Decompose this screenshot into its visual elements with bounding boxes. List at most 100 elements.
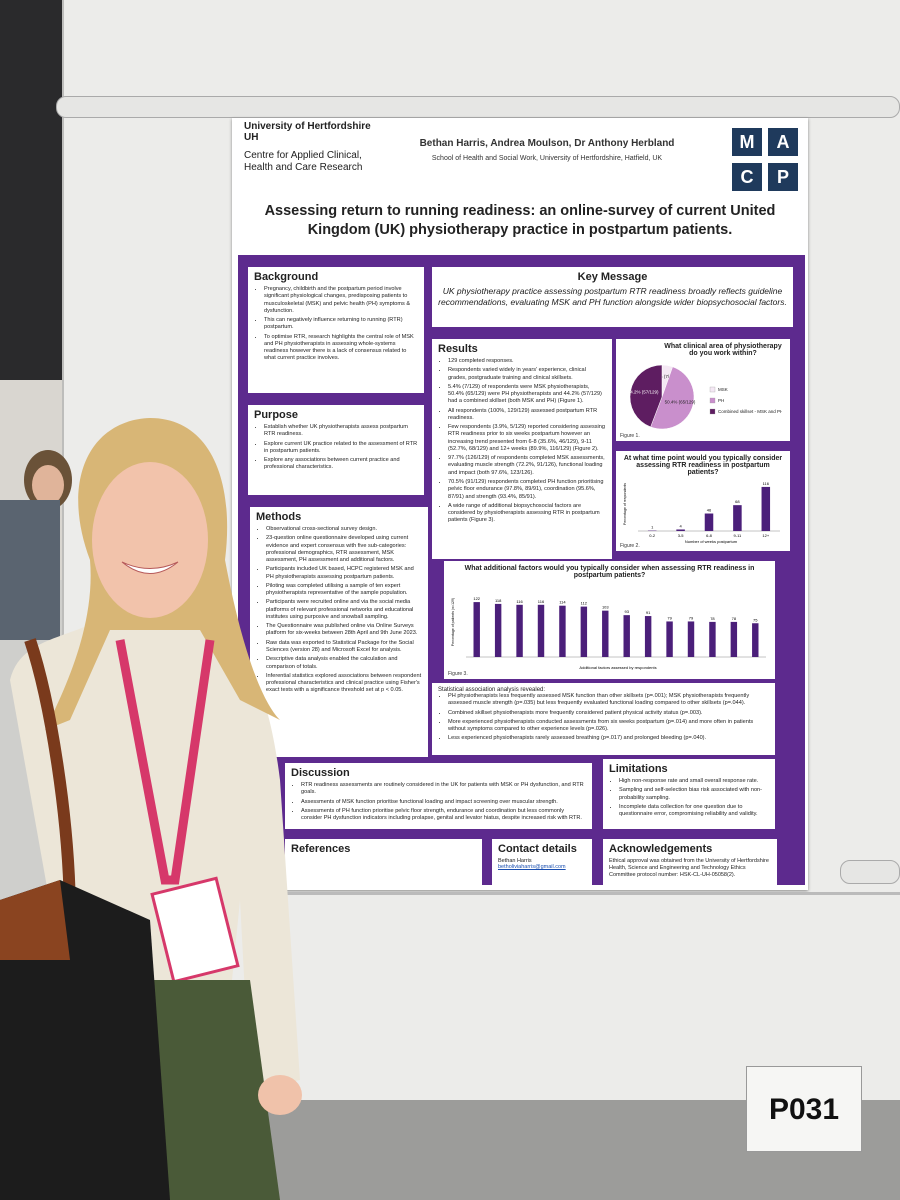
pie-slice (650, 366, 695, 430)
bullet-list: 129 completed responses. Respondents vari… (438, 358, 606, 525)
bar (602, 610, 609, 657)
logo-letter: P (768, 163, 798, 191)
face (92, 462, 208, 618)
bullet: RTR readiness assessments are routinely … (301, 782, 586, 797)
data-label: 103 (602, 605, 609, 610)
bag-trim (0, 880, 70, 960)
heading: Methods (256, 511, 302, 523)
figure: What clinical area of physiotherapy do y… (616, 339, 790, 441)
data-label: 5.4% (7/129) (652, 374, 678, 379)
section: Limitations High non-response rate and sm… (603, 759, 775, 829)
board-edge (62, 892, 900, 895)
legend-label: Combined skillset - MSK and PH (718, 409, 782, 414)
bullet: A wide range of additional biopsychosoci… (448, 503, 606, 525)
bar (580, 606, 588, 657)
legend-label: PH (718, 398, 724, 403)
board-label: P031 (746, 1066, 862, 1152)
y-axis-title: Percentage of respondents (623, 483, 627, 525)
bar-chart: Percentage of respondents Number of weeks… (623, 481, 780, 544)
data-label: 78 (732, 616, 737, 621)
bullet-list: High non-response rate and small overall… (609, 778, 769, 818)
bullet: Assessments of MSK function prioritise f… (301, 799, 586, 806)
bar (473, 602, 480, 657)
heading: Results (438, 343, 478, 355)
legend-swatch (709, 386, 716, 393)
bullet: Descriptive data analysis enabled the ca… (266, 656, 422, 671)
section: Purpose Establish whether UK physiotherap… (248, 405, 424, 495)
bar-chart: Percentage of patients (n=129) Additional… (451, 596, 766, 670)
bullet: 97.7% (126/129) of respondents completed… (448, 455, 606, 477)
references: References (285, 839, 482, 885)
legend-label: MSK (718, 387, 728, 392)
acknowledgements-text: Ethical approval was obtained from the U… (609, 858, 769, 878)
section: Discussion RTR readiness assessments are … (285, 763, 592, 829)
acknowledgements: Acknowledgements Ethical approval was ob… (603, 839, 777, 885)
bullet: Incomplete data collection for one quest… (619, 804, 769, 819)
badge (150, 876, 240, 984)
bullet: High non-response rate and small overall… (619, 778, 769, 785)
rail (840, 860, 900, 884)
section: Methods Observational cross-sectional sur… (250, 507, 428, 757)
heading: Acknowledgements (609, 843, 713, 855)
bullet: Few respondents (3.9%, 5/129) reported c… (448, 424, 606, 453)
data-label: 1 (651, 525, 654, 530)
data-label: 116 (516, 599, 523, 604)
university: University of Hertfordshire UH (244, 121, 371, 143)
bullet-list: Establish whether UK physiotherapists as… (254, 424, 418, 472)
centre: Centre for Applied Clinical, Health and … (244, 150, 363, 173)
logo-letter: C (732, 163, 762, 191)
bullet: Participants were recruited online and v… (266, 599, 422, 621)
data-label: 68 (735, 499, 740, 504)
bullet: 23-question online questionnaire develop… (266, 535, 422, 564)
bullet: Pregnancy, childbirth and the postpartum… (264, 286, 418, 315)
key-message: Key Message UK physiotherapy practice as… (432, 267, 793, 327)
authors: Bethan Harris, Andrea Moulson, Dr Anthon… (419, 138, 675, 149)
bullet: Less experienced physiotherapists rarely… (448, 735, 769, 742)
bullet: Sampling and self-selection bias risk as… (619, 787, 769, 802)
bullet: Explore any associations between current… (264, 457, 418, 472)
legend-swatch (709, 397, 716, 404)
section: Background Pregnancy, childbirth and the … (248, 267, 424, 393)
data-label: 4 (679, 523, 682, 528)
data-label: 116 (538, 599, 545, 604)
x-tick-label: 6-8 (706, 533, 713, 538)
data-label: 50.4% (65/129) (665, 400, 696, 405)
pie-slice (629, 364, 663, 428)
caption: Figure 1. (620, 433, 640, 439)
x-axis-title: Number of weeks postpartum (685, 539, 738, 544)
bar (752, 623, 759, 657)
bullet: Assessments of PH function prioritise pe… (301, 808, 586, 823)
y-axis-title: Percentage of patients (n=129) (451, 598, 455, 646)
bar (644, 616, 652, 657)
bar (704, 513, 714, 531)
bullet: Respondents varied widely in years' expe… (448, 367, 606, 382)
bullet: Participants included UK based, HCPC reg… (266, 566, 422, 581)
statistics: Statistical association analysis reveale… (432, 683, 775, 755)
caption: Figure 3. (448, 671, 468, 677)
lanyard (115, 639, 215, 885)
contact: Contact details Bethan Harris betholivia… (492, 839, 592, 885)
data-label: 91 (646, 610, 651, 615)
poster: University of Hertfordshire UH Centre fo… (232, 118, 808, 890)
bullet: Establish whether UK physiotherapists as… (264, 424, 418, 439)
bullet-list: Observational cross-sectional survey des… (256, 526, 422, 695)
bar (623, 615, 630, 657)
bullet: Observational cross-sectional survey des… (266, 526, 422, 533)
figure-title: At what time point would you typically c… (623, 455, 783, 476)
bullet: Explore current UK practice related to t… (264, 441, 418, 456)
bullet: 129 completed responses. (448, 358, 606, 365)
key-message-text: UK physiotherapy practice assessing post… (438, 286, 787, 307)
bar (733, 505, 742, 531)
bullet-list: Pregnancy, childbirth and the postpartum… (254, 286, 418, 363)
data-label: 79 (667, 615, 672, 620)
figure: At what time point would you typically c… (616, 451, 790, 551)
contact-name: Bethan Harris (498, 858, 532, 864)
data-label: 122 (473, 596, 480, 601)
bullet: This can negatively influence returning … (264, 317, 418, 332)
bullet-list: RTR readiness assessments are routinely … (291, 782, 586, 822)
heading: Discussion (291, 767, 350, 779)
data-label: 93 (624, 609, 629, 614)
poster-title: Assessing return to running readiness: a… (264, 203, 776, 238)
